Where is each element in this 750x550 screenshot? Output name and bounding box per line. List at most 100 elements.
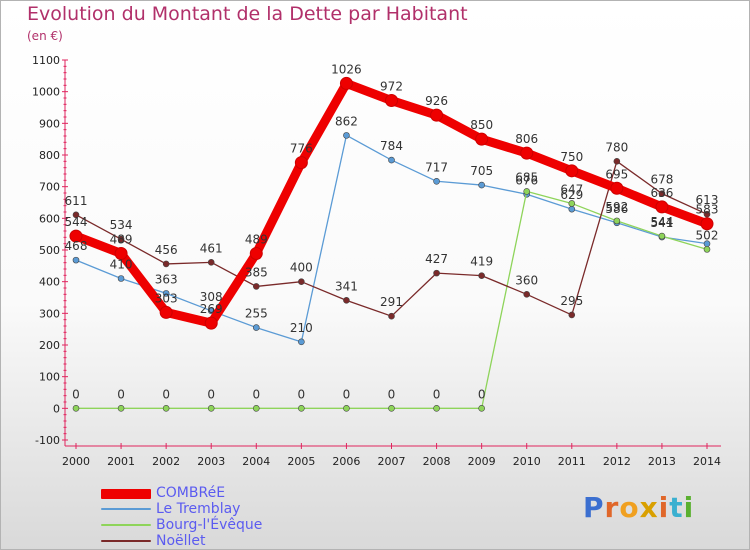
logo-letter: x bbox=[639, 491, 659, 524]
x-tick-label: 2005 bbox=[287, 455, 315, 468]
data-point-bourg-l-eveque bbox=[252, 405, 260, 412]
data-label-le-tremblay: 676 bbox=[515, 173, 538, 187]
legend: COMBRéE Le Tremblay Bourg-l'Évêque Noëll… bbox=[101, 485, 301, 549]
data-label-combree: 636 bbox=[650, 186, 673, 200]
data-label-noellet: 295 bbox=[560, 294, 583, 308]
x-tick-label: 2007 bbox=[378, 455, 406, 468]
data-label-noellet: 419 bbox=[470, 255, 493, 269]
y-tick-label: 800 bbox=[39, 149, 60, 162]
data-point-combree bbox=[69, 229, 83, 243]
data-label-combree: 489 bbox=[110, 232, 133, 246]
data-point-bourg-l-eveque bbox=[72, 405, 80, 412]
data-point-bourg-l-eveque bbox=[703, 246, 711, 253]
legend-swatch-le-tremblay bbox=[101, 508, 151, 510]
x-tick-label: 2012 bbox=[603, 455, 631, 468]
data-point-combree bbox=[475, 132, 489, 146]
data-label-noellet: 341 bbox=[335, 279, 358, 293]
data-point-le-tremblay bbox=[388, 156, 395, 164]
data-point-combree bbox=[430, 108, 444, 122]
data-label-bourg-l-eveque: 0 bbox=[162, 387, 170, 401]
data-label-bourg-l-eveque: 0 bbox=[343, 387, 351, 401]
data-label-combree: 544 bbox=[65, 215, 88, 229]
data-label-bourg-l-eveque: 0 bbox=[252, 387, 260, 401]
data-point-noellet bbox=[658, 190, 666, 197]
data-label-bourg-l-eveque: 0 bbox=[72, 387, 80, 401]
data-point-noellet bbox=[72, 211, 80, 219]
proxiti-logo: Proxiti bbox=[583, 491, 694, 524]
y-tick-label: 300 bbox=[39, 307, 60, 320]
x-tick-label: 2010 bbox=[513, 455, 541, 468]
data-label-bourg-l-eveque: 544 bbox=[650, 215, 673, 229]
x-tick-label: 2002 bbox=[152, 455, 180, 468]
x-tick-label: 2014 bbox=[693, 455, 721, 468]
data-point-le-tremblay bbox=[478, 181, 485, 189]
data-label-le-tremblay: 586 bbox=[605, 202, 628, 216]
data-point-bourg-l-eveque bbox=[117, 405, 125, 412]
y-tick-label: 0 bbox=[53, 402, 60, 415]
y-tick-label: 1000 bbox=[32, 86, 60, 99]
x-tick-label: 2006 bbox=[332, 455, 360, 468]
data-label-noellet: 611 bbox=[65, 194, 88, 208]
data-label-combree: 303 bbox=[155, 291, 178, 305]
legend-swatch-combree bbox=[101, 489, 151, 499]
y-tick-label: 500 bbox=[39, 244, 60, 257]
data-label-bourg-l-eveque: 0 bbox=[298, 387, 306, 401]
data-label-le-tremblay: 862 bbox=[335, 114, 358, 128]
data-label-bourg-l-eveque: 0 bbox=[478, 387, 486, 401]
data-point-combree bbox=[294, 156, 308, 170]
data-label-bourg-l-eveque: 0 bbox=[117, 387, 125, 401]
data-label-noellet: 456 bbox=[155, 243, 178, 257]
data-label-combree: 583 bbox=[696, 203, 719, 217]
data-label-bourg-l-eveque: 0 bbox=[207, 387, 215, 401]
data-label-bourg-l-eveque: 592 bbox=[605, 200, 628, 214]
logo-letter: P bbox=[583, 491, 605, 524]
y-tick-label: 400 bbox=[39, 276, 60, 289]
x-tick-label: 2013 bbox=[648, 455, 676, 468]
logo-letter: r bbox=[604, 491, 620, 524]
data-label-le-tremblay: 468 bbox=[65, 239, 88, 253]
data-point-bourg-l-eveque bbox=[343, 405, 350, 412]
data-point-noellet bbox=[298, 278, 305, 285]
data-point-combree bbox=[700, 217, 714, 231]
data-point-bourg-l-eveque bbox=[478, 405, 485, 412]
data-label-combree: 806 bbox=[515, 132, 538, 146]
data-label-combree: 489 bbox=[245, 232, 268, 246]
data-label-bourg-l-eveque: 647 bbox=[560, 182, 583, 196]
y-tick-label: 700 bbox=[39, 181, 60, 194]
data-label-noellet: 385 bbox=[245, 265, 268, 279]
data-point-combree bbox=[249, 246, 263, 260]
data-point-noellet bbox=[207, 259, 215, 266]
data-label-noellet: 678 bbox=[650, 173, 673, 187]
data-label-bourg-l-eveque: 0 bbox=[388, 387, 396, 401]
x-tick-label: 2011 bbox=[558, 455, 586, 468]
data-point-bourg-l-eveque bbox=[568, 200, 576, 207]
logo-letter: i bbox=[683, 491, 695, 524]
data-point-combree bbox=[385, 94, 398, 108]
data-point-le-tremblay bbox=[72, 256, 80, 264]
data-point-combree bbox=[204, 316, 218, 330]
data-label-le-tremblay: 705 bbox=[470, 164, 493, 178]
data-point-noellet bbox=[162, 260, 170, 268]
data-label-bourg-l-eveque: 502 bbox=[696, 228, 719, 242]
x-tick-label: 2000 bbox=[62, 455, 90, 468]
data-point-le-tremblay bbox=[252, 324, 260, 331]
data-label-bourg-l-eveque: 0 bbox=[433, 387, 441, 401]
legend-label-le-tremblay: Le Tremblay bbox=[156, 501, 241, 517]
data-point-combree bbox=[610, 181, 624, 195]
logo-letter: t bbox=[669, 491, 684, 524]
data-label-le-tremblay: 717 bbox=[425, 160, 448, 174]
data-label-combree: 695 bbox=[605, 167, 628, 181]
y-tick-label: 900 bbox=[39, 117, 60, 130]
legend-label-combree: COMBRéE bbox=[156, 485, 226, 501]
data-point-bourg-l-eveque bbox=[298, 405, 305, 412]
legend-item-combree: COMBRéE bbox=[101, 485, 301, 501]
data-label-le-tremblay: 210 bbox=[290, 321, 313, 335]
data-point-bourg-l-eveque bbox=[613, 217, 621, 225]
chart-unit: (en €) bbox=[27, 29, 63, 43]
data-label-noellet: 461 bbox=[200, 241, 223, 255]
x-tick-label: 2009 bbox=[468, 455, 496, 468]
data-point-le-tremblay bbox=[433, 177, 440, 185]
data-point-noellet bbox=[523, 291, 531, 298]
data-label-noellet: 780 bbox=[605, 140, 628, 154]
